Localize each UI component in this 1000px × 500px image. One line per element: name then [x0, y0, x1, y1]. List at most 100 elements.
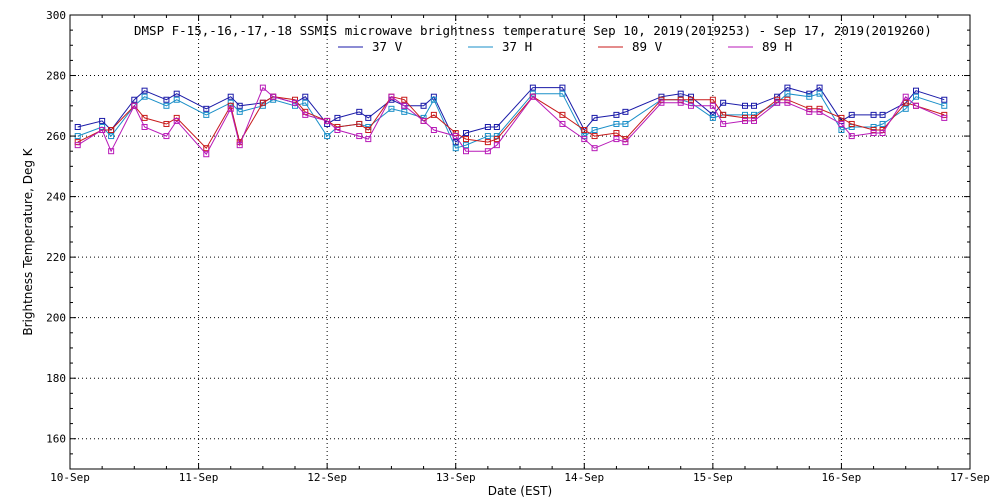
y-tick-label: 280 [46, 70, 66, 83]
data-point [559, 111, 566, 118]
data-point [902, 99, 909, 106]
series-89-v [74, 93, 948, 152]
data-point [709, 114, 716, 121]
x-tick-label: 13-Sep [436, 471, 476, 484]
data-point [108, 148, 115, 155]
series-line-37-h [77, 93, 945, 149]
data-point [463, 136, 469, 143]
data-point [99, 117, 106, 124]
series-89-h [74, 84, 948, 158]
data-point [774, 99, 781, 106]
y-tick-label: 300 [46, 9, 66, 22]
data-point [941, 114, 948, 121]
y-tick-label: 180 [46, 372, 66, 385]
legend-label: 37 V [372, 39, 403, 54]
data-point [902, 93, 909, 100]
data-point [236, 108, 243, 115]
series-line-89-v [77, 96, 945, 150]
data-point [141, 87, 148, 94]
chart-title: DMSP F-15,-16,-17,-18 SSMIS microwave br… [134, 23, 932, 38]
y-tick-label: 240 [46, 191, 66, 204]
data-point [742, 102, 748, 109]
x-tick-label: 11-Sep [179, 471, 219, 484]
legend-item-89-h: 89 H [728, 39, 792, 54]
data-point [463, 148, 469, 155]
legend-label: 89 V [632, 39, 663, 54]
x-tick-label: 15-Sep [693, 471, 733, 484]
data-point [131, 96, 138, 103]
data-point [709, 96, 716, 103]
data-point [742, 111, 748, 118]
data-point [913, 102, 919, 109]
data-point [613, 111, 620, 118]
data-point [720, 120, 727, 127]
data-point [452, 130, 459, 137]
data-point [173, 117, 180, 124]
data-point [902, 105, 909, 112]
legend-item-37-h: 37 H [468, 39, 532, 54]
data-point [559, 120, 566, 127]
data-point [493, 123, 500, 130]
data-point [806, 105, 813, 112]
data-point [529, 93, 536, 100]
data-point [709, 102, 716, 109]
data-point [141, 114, 148, 121]
data-point [484, 123, 491, 130]
data-point [484, 139, 491, 146]
data-point [870, 130, 877, 137]
data-point [613, 136, 620, 143]
data-point [292, 99, 298, 106]
data-point [720, 99, 727, 106]
data-point [677, 99, 684, 106]
data-point [302, 93, 309, 100]
data-point [559, 84, 566, 91]
data-point [484, 148, 491, 155]
data-point [493, 136, 500, 143]
data-point [784, 96, 791, 103]
data-point [74, 142, 81, 149]
data-point [484, 133, 491, 140]
x-tick-label: 16-Sep [822, 471, 862, 484]
legend-item-89-v: 89 V [598, 39, 663, 54]
data-point [401, 102, 408, 109]
data-point [227, 105, 234, 112]
data-point [334, 114, 341, 121]
data-point [591, 127, 598, 134]
data-point [270, 93, 277, 100]
series-37-h [74, 90, 948, 152]
y-tick-label: 160 [46, 433, 66, 446]
data-point [334, 127, 341, 134]
series-line-89-h [77, 86, 945, 156]
data-point [784, 90, 791, 97]
data-point [879, 120, 886, 127]
data-point [870, 111, 877, 118]
x-tick-label: 12-Sep [307, 471, 347, 484]
data-point [463, 130, 469, 137]
data-point [838, 120, 845, 127]
tick-layer [69, 14, 971, 470]
data-point [420, 102, 427, 109]
data-point [236, 102, 243, 109]
data-point [388, 105, 395, 112]
data-point [879, 111, 886, 118]
axis-tick-labels: 160 180 200 220 240 260 280 300 10-Sep 11-Sep 12-S… [46, 9, 990, 484]
data-point [401, 96, 408, 103]
data-point [163, 102, 170, 109]
legend: 37 V 37 H 89 V 89 H [338, 39, 792, 54]
data-point [388, 93, 395, 100]
data-point [720, 111, 727, 118]
data-point [622, 108, 629, 115]
data-point [203, 111, 210, 118]
data-point [581, 127, 588, 134]
data-point [141, 123, 148, 130]
data-point [356, 133, 363, 140]
data-point [430, 96, 437, 103]
data-point [816, 108, 823, 115]
legend-item-37-v: 37 V [338, 39, 403, 54]
data-point [806, 108, 813, 115]
data-point [913, 87, 919, 94]
data-point [774, 96, 781, 103]
data-point [613, 130, 620, 137]
grid-layer [70, 15, 970, 469]
data-point [365, 114, 372, 121]
